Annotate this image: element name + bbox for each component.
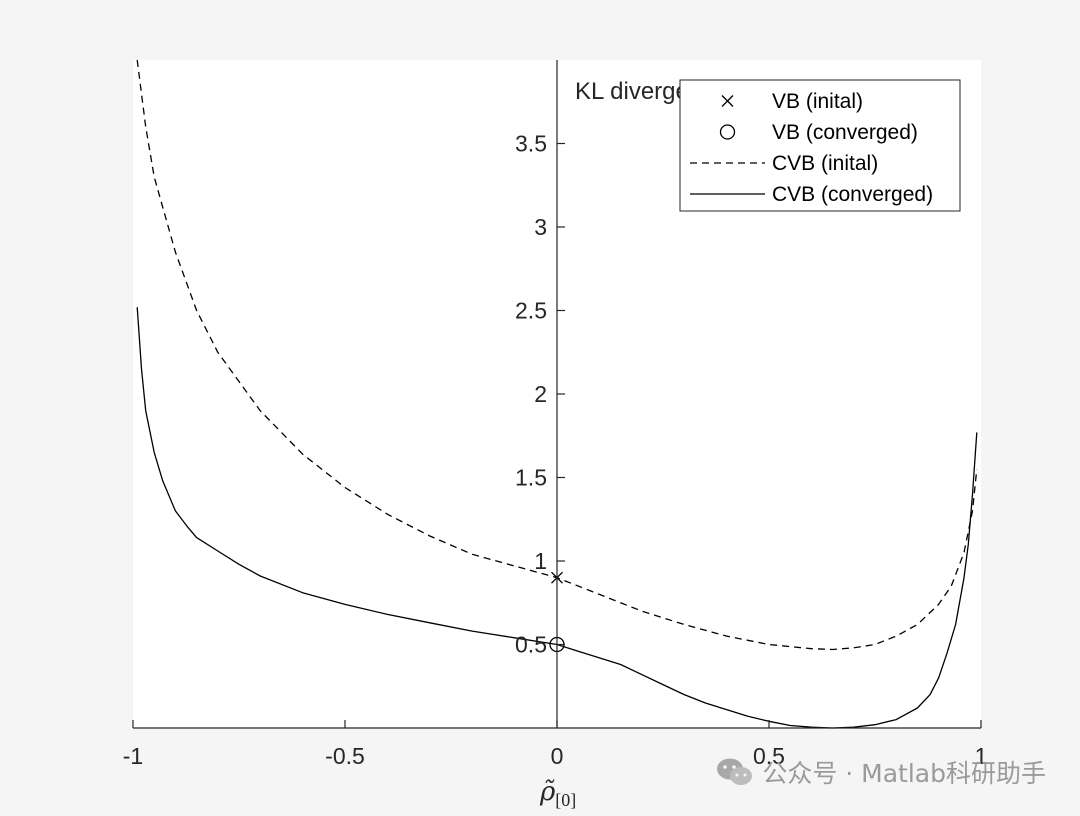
legend-label: VB (inital) <box>772 90 863 113</box>
x-axis-label-symbol: ρ̃ <box>539 777 556 807</box>
y-tick-label: 3.5 <box>515 131 547 157</box>
legend-entry-cvb-converged: CVB (converged) <box>690 183 933 206</box>
watermark: 公众号 · Matlab科研助手 <box>716 754 1046 790</box>
y-tick-label: 2 <box>534 381 547 407</box>
legend-label: CVB (inital) <box>772 152 878 175</box>
x-axis-label: ρ̃[0] <box>539 777 576 810</box>
x-tick-label: 1 <box>975 743 988 769</box>
legend: VB (inital) VB (converged) CVB (inital) CVB… <box>679 79 961 212</box>
legend-label: CVB (converged) <box>772 183 933 206</box>
series-line-cvb-inital <box>136 59 978 651</box>
legend-swatch <box>721 95 734 107</box>
y-tick-label: 1.5 <box>515 465 547 491</box>
x-tick-label: 0.5 <box>753 743 785 769</box>
y-tick-label: 1 <box>534 548 547 574</box>
x-axis-label-subscript: [0] <box>555 790 576 810</box>
x-tick-label: 0 <box>551 743 564 769</box>
legend-entry-vb-converged: VB (converged) <box>719 121 918 144</box>
legend-entry-cvb-inital: CVB (inital) <box>690 152 878 175</box>
wechat-icon <box>717 758 753 785</box>
x-tick-label: -1 <box>123 743 143 769</box>
legend-swatch <box>719 124 736 140</box>
y-tick-label: 2.5 <box>515 298 547 324</box>
legend-entry-vb-inital: VB (inital) <box>721 90 863 113</box>
series-line-cvb-converged <box>136 307 978 729</box>
watermark-text: 公众号 · Matlab科研助手 <box>762 759 1046 788</box>
y-tick-label: 3 <box>534 214 547 240</box>
legend-label: VB (converged) <box>772 121 918 144</box>
y-tick-label: 0.5 <box>515 632 547 658</box>
x-tick-label: -0.5 <box>325 743 365 769</box>
